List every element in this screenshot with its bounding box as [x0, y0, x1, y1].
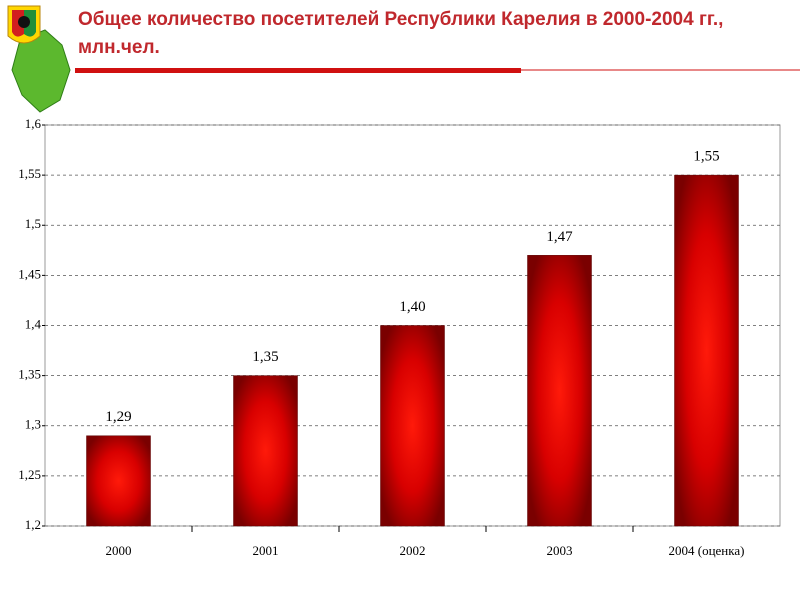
- value-label: 1,35: [252, 349, 278, 365]
- x-tick-label: 2004 (оценка): [669, 543, 745, 558]
- logo: [7, 5, 71, 113]
- y-tick-label: 1,6: [25, 116, 42, 131]
- value-label: 1,40: [399, 299, 425, 315]
- x-tick-label: 2000: [106, 543, 132, 558]
- y-tick-label: 1,35: [18, 367, 41, 382]
- bar: [86, 435, 151, 527]
- chart-title: Общее количество посетителей Республики …: [78, 9, 724, 58]
- y-tick-label: 1,2: [25, 517, 41, 532]
- bar: [527, 255, 592, 527]
- y-tick-label: 1,4: [25, 316, 42, 331]
- y-tick-label: 1,3: [25, 417, 41, 432]
- title-rule: [75, 68, 521, 73]
- y-tick-label: 1,55: [18, 166, 41, 181]
- bar: [380, 325, 445, 527]
- value-label: 1,29: [105, 409, 131, 425]
- x-tick-label: 2003: [547, 543, 573, 558]
- value-label: 1,55: [693, 149, 719, 165]
- y-tick-label: 1,5: [25, 216, 41, 231]
- y-tick-label: 1,25: [18, 467, 41, 482]
- y-tick-label: 1,45: [18, 266, 41, 281]
- value-label: 1,47: [546, 229, 573, 245]
- x-tick-label: 2002: [400, 543, 426, 558]
- x-tick-label: 2001: [253, 543, 279, 558]
- bar: [233, 375, 298, 527]
- bar: [674, 174, 739, 527]
